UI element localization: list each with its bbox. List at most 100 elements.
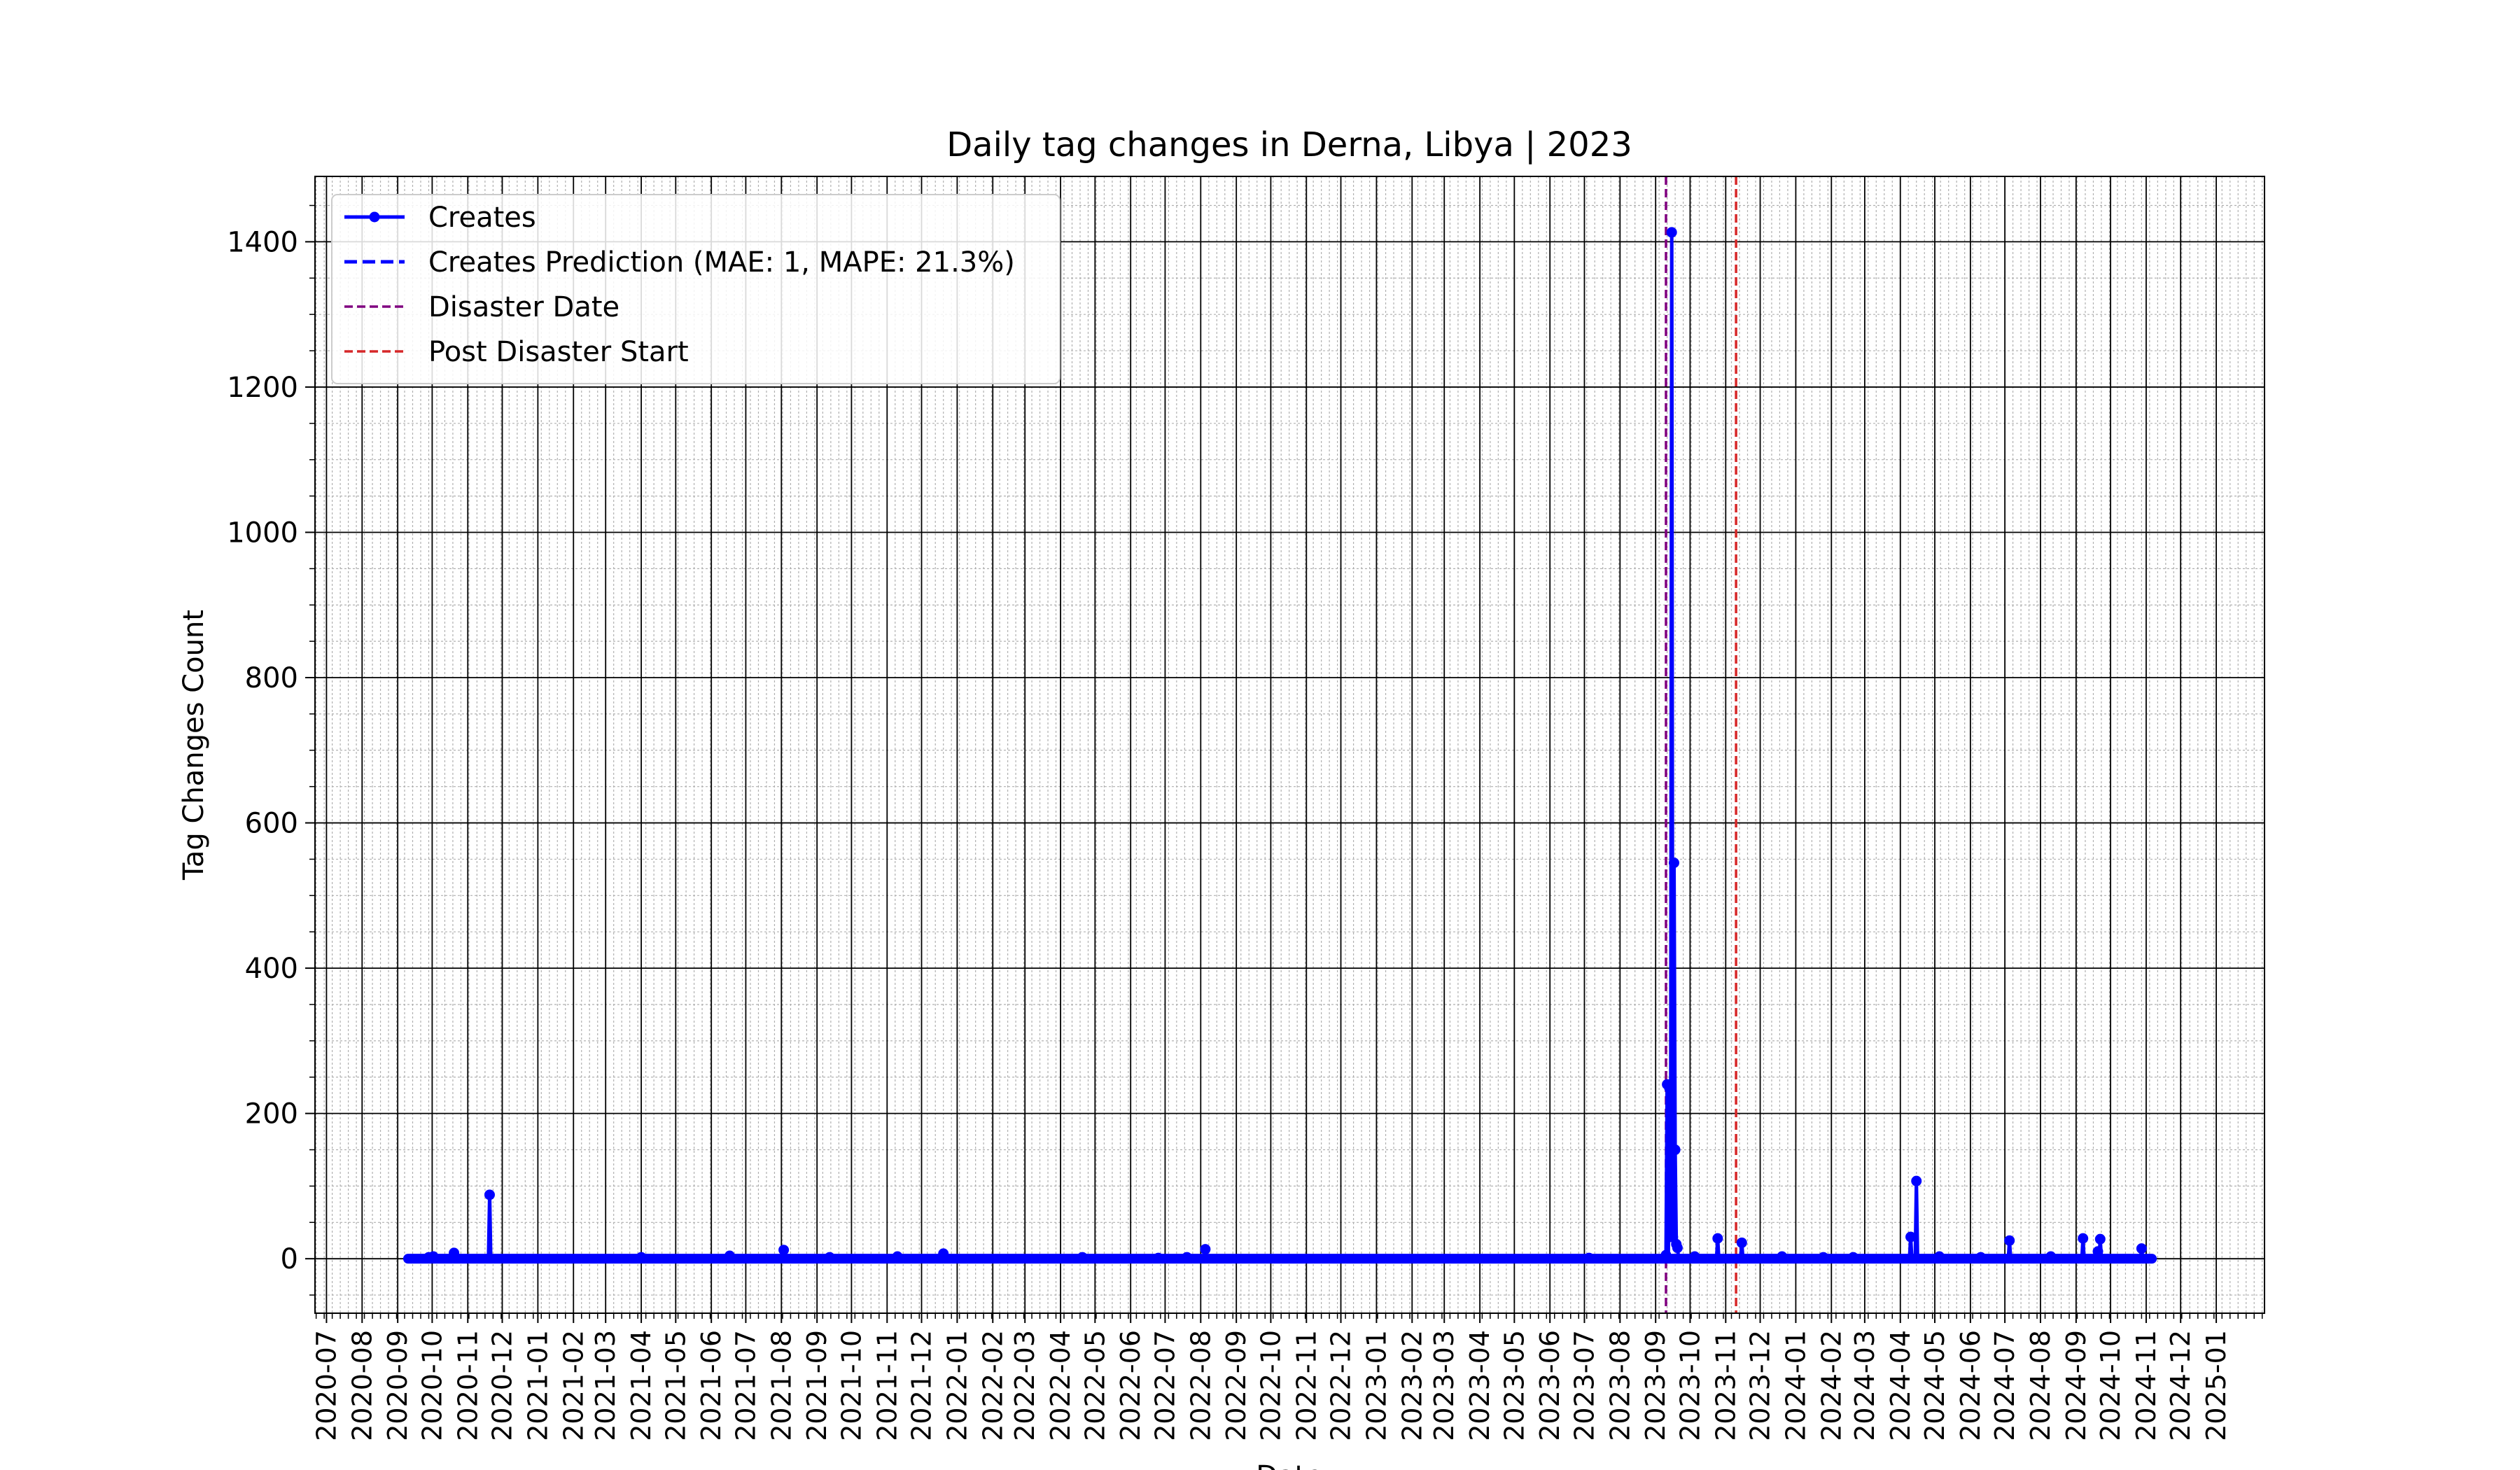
x-tick-label: 2022-11 — [1291, 1330, 1322, 1441]
x-tick-label: 2022-08 — [1185, 1330, 1216, 1441]
x-tick-label: 2021-08 — [766, 1330, 797, 1441]
x-tick-label: 2023-12 — [1745, 1330, 1776, 1441]
y-axis: 0 200 400 600 800 1000 1200 1400 — [227, 204, 315, 1296]
x-tick-label: 2021-04 — [626, 1330, 657, 1441]
x-tick-label: 2024-12 — [2165, 1330, 2196, 1441]
x-tick-label: 2023-05 — [1499, 1330, 1530, 1441]
x-tick-label: 2022-06 — [1115, 1330, 1146, 1441]
y-tick-label: 600 — [245, 808, 298, 840]
x-tick-label: 2020-12 — [487, 1330, 518, 1441]
creates-point — [938, 1248, 949, 1259]
x-tick-label: 2024-01 — [1780, 1330, 1811, 1441]
creates-point — [824, 1252, 835, 1263]
x-tick-label: 2023-08 — [1604, 1330, 1635, 1441]
creates-point — [2078, 1233, 2089, 1244]
x-tick-label: 2022-03 — [1009, 1330, 1040, 1441]
creates-point — [1670, 1144, 1681, 1156]
legend-label: Disaster Date — [428, 291, 620, 323]
x-tick-label: 2021-01 — [522, 1330, 553, 1441]
x-tick-label: 2023-06 — [1534, 1330, 1565, 1441]
x-tick-label: 2020-09 — [382, 1330, 413, 1441]
x-tick-label: 2021-11 — [872, 1330, 902, 1441]
x-tick-label: 2022-10 — [1255, 1330, 1286, 1441]
creates-point — [2094, 1233, 2106, 1245]
x-tick-label: 2025-01 — [2201, 1330, 2232, 1441]
creates-point — [1668, 858, 1679, 869]
creates-point — [1905, 1231, 1917, 1242]
x-axis-label: Date — [1256, 1460, 1323, 1470]
x-tick-label: 2023-03 — [1429, 1330, 1460, 1441]
creates-point — [892, 1251, 903, 1262]
x-tick-label: 2024-10 — [2095, 1330, 2126, 1441]
legend-label: Creates — [428, 202, 536, 234]
creates-point — [1660, 1250, 1672, 1261]
x-tick-label: 2021-02 — [558, 1330, 589, 1441]
creates-point — [449, 1247, 460, 1259]
x-tick-label: 2024-04 — [1885, 1330, 1916, 1441]
creates-point — [1672, 1242, 1683, 1254]
x-tick-label: 2023-11 — [1710, 1330, 1741, 1441]
x-tick-label: 2020-08 — [346, 1330, 377, 1441]
x-tick-label: 2023-04 — [1464, 1330, 1495, 1441]
creates-point — [2092, 1246, 2104, 1257]
x-tick-label: 2021-03 — [590, 1330, 621, 1441]
x-tick-label: 2022-12 — [1326, 1330, 1357, 1441]
creates-baseline-markers — [402, 1254, 2157, 1264]
y-tick-label: 1200 — [227, 372, 298, 404]
x-tick-label: 2021-09 — [802, 1330, 832, 1441]
x-tick-label: 2024-06 — [1955, 1330, 1986, 1441]
x-tick-label: 2024-11 — [2131, 1330, 2162, 1441]
x-tick-label: 2022-02 — [977, 1330, 1008, 1441]
x-tick-label: 2021-07 — [730, 1330, 761, 1441]
creates-point — [778, 1245, 790, 1256]
x-tick-label: 2022-05 — [1079, 1330, 1110, 1441]
creates-point — [1666, 227, 1677, 238]
creates-point — [1664, 1082, 1675, 1093]
x-tick-label: 2021-06 — [696, 1330, 727, 1441]
x-tick-label: 2024-07 — [1989, 1330, 2020, 1441]
creates-point — [636, 1252, 647, 1263]
x-tick-label: 2024-08 — [2025, 1330, 2056, 1441]
creates-point — [1200, 1244, 1211, 1255]
legend-box — [331, 194, 1060, 384]
legend: Creates Creates Prediction (MAE: 1, MAPE:… — [331, 194, 1060, 384]
x-tick-label: 2024-02 — [1816, 1330, 1847, 1441]
y-tick-label: 1400 — [227, 226, 298, 258]
x-tick-label: 2023-02 — [1396, 1330, 1427, 1441]
creates-point — [428, 1251, 439, 1262]
x-tick-label: 2020-07 — [311, 1330, 342, 1441]
x-tick-label: 2022-07 — [1149, 1330, 1180, 1441]
creates-point — [1689, 1251, 1700, 1262]
x-tick-label: 2023-10 — [1674, 1330, 1705, 1441]
creates-point — [1712, 1233, 1723, 1244]
x-tick-label: 2021-12 — [906, 1330, 937, 1441]
y-tick-label: 0 — [281, 1243, 298, 1275]
legend-label: Creates Prediction (MAE: 1, MAPE: 21.3%) — [428, 246, 1015, 279]
creates-point — [484, 1189, 495, 1200]
x-tick-label: 2022-09 — [1221, 1330, 1252, 1441]
legend-label: Post Disaster Start — [428, 336, 689, 368]
x-axis: 2020-07 2020-08 2020-09 2020-10 2020-11 2020-… — [311, 1313, 2263, 1441]
x-tick-label: 2021-10 — [836, 1330, 867, 1441]
creates-point — [1736, 1237, 1747, 1248]
y-tick-label: 800 — [245, 662, 298, 694]
x-tick-label: 2024-05 — [1919, 1330, 1950, 1441]
creates-point — [2004, 1235, 2015, 1246]
plot-frame — [314, 176, 2265, 1314]
x-tick-label: 2023-01 — [1361, 1330, 1392, 1441]
legend-marker — [369, 211, 380, 223]
x-tick-label: 2020-11 — [452, 1330, 483, 1441]
creates-point — [1911, 1175, 1922, 1186]
x-tick-label: 2023-07 — [1569, 1330, 1600, 1441]
x-tick-label: 2024-09 — [2061, 1330, 2092, 1441]
y-axis-label: Tag Changes Count — [178, 610, 210, 881]
x-tick-label: 2020-10 — [416, 1330, 447, 1441]
creates-point — [1153, 1252, 1164, 1264]
creates-point — [2136, 1243, 2147, 1254]
creates-point — [1182, 1252, 1193, 1263]
creates-point — [724, 1250, 735, 1261]
series-layer — [402, 227, 2157, 1264]
y-tick-label: 400 — [245, 953, 298, 985]
creates-point — [1077, 1252, 1088, 1263]
x-tick-label: 2022-04 — [1045, 1330, 1076, 1441]
